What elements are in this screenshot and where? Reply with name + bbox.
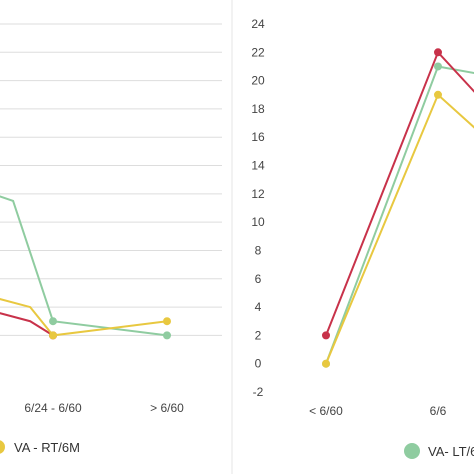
left-point-green <box>163 331 171 340</box>
left-series-line-green <box>0 195 168 337</box>
left-point-yellow <box>163 317 171 326</box>
legend-label-va-rt: VA - RT/6M <box>14 440 80 455</box>
left-legend: VA - RT/6M <box>0 440 80 455</box>
left-series-line-red <box>0 312 54 337</box>
right-y-tick-label: 18 <box>251 102 265 116</box>
right-y-tick-label: -2 <box>253 385 264 399</box>
right-point-red <box>322 331 330 340</box>
right-y-tick-label: 2 <box>255 328 262 342</box>
left-chart: 6/24 - 6/60 > 6/60 <box>0 23 222 415</box>
right-y-tick-label: 12 <box>251 187 265 201</box>
left-x-tick-label: 6/24 - 6/60 <box>24 401 82 415</box>
right-series-line-red <box>325 50 474 336</box>
left-point-yellow <box>49 331 57 340</box>
right-y-tick-label: 14 <box>251 159 265 173</box>
right-y-tick-label: 6 <box>255 272 262 286</box>
right-x-tick-label: < 6/60 <box>309 404 343 418</box>
right-y-tick-label: 8 <box>255 243 262 257</box>
right-y-tick-label: 22 <box>251 45 265 59</box>
legend-green-marker <box>404 443 420 459</box>
right-point-yellow <box>322 359 330 368</box>
legend-label-va-lt: VA- LT/6 <box>428 444 474 459</box>
right-y-tick-label: 16 <box>251 130 265 144</box>
left-point-green <box>49 317 57 326</box>
left-series-line-yellow <box>0 298 168 337</box>
right-series-line-yellow <box>325 93 474 365</box>
right-point-yellow <box>434 90 442 99</box>
right-x-tick-label: 6/6 <box>430 404 447 418</box>
right-y-tick-label: 4 <box>255 300 262 314</box>
right-y-tick-label: 24 <box>251 17 265 31</box>
left-x-tick-label: > 6/60 <box>150 401 184 415</box>
right-y-tick-label: 0 <box>255 357 262 371</box>
right-point-red <box>434 48 442 57</box>
legend-yellow-marker <box>0 440 5 454</box>
right-y-tick-label: 10 <box>251 215 265 229</box>
right-point-green <box>434 62 442 71</box>
right-y-tick-label: 20 <box>251 74 265 88</box>
right-legend: VA- LT/6 <box>404 443 474 459</box>
right-series-line-green <box>325 65 474 365</box>
